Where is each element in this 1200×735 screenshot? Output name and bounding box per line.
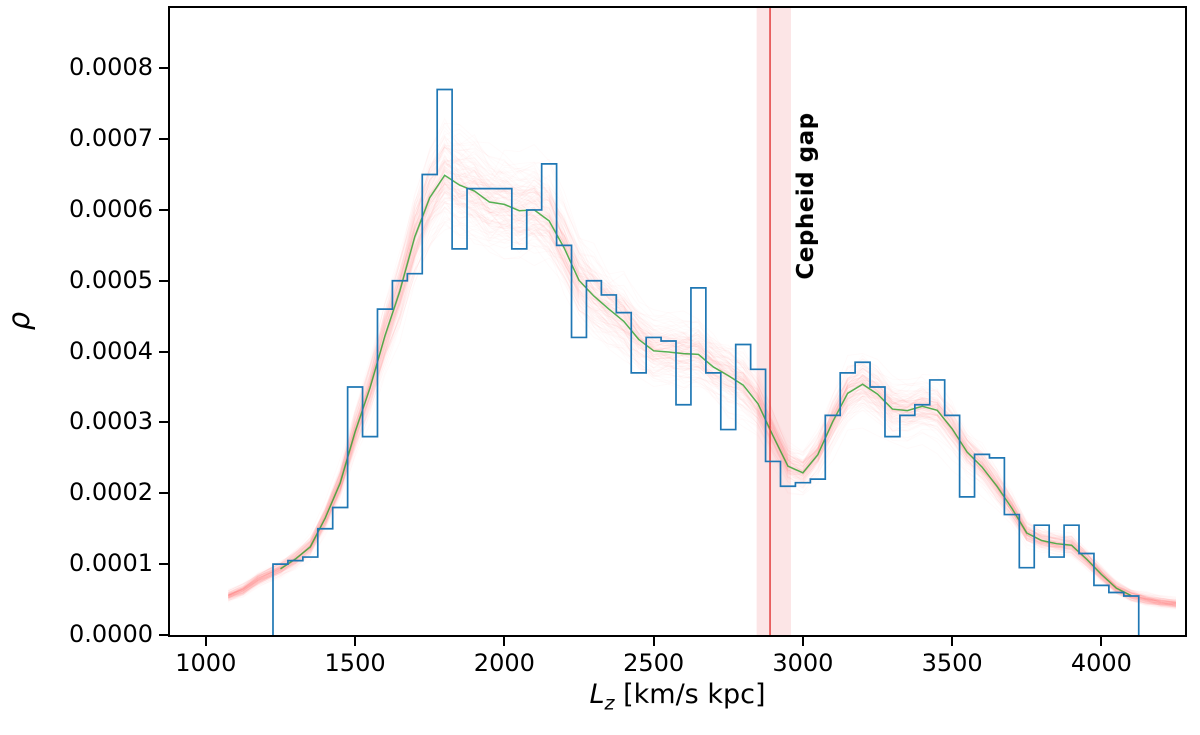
x-tick-mark xyxy=(801,637,804,646)
annotation-cepheid-gap: Cepheid gap xyxy=(792,112,819,280)
y-tick-mark xyxy=(159,279,168,282)
y-tick-mark xyxy=(159,634,168,636)
x-tick-label: 1500 xyxy=(324,649,386,677)
x-tick-label: 4000 xyxy=(1070,649,1132,677)
x-tick-mark xyxy=(652,637,655,646)
y-tick-label: 0.0000 xyxy=(69,620,153,648)
x-tick-mark xyxy=(204,637,207,646)
x-tick-label: 3000 xyxy=(772,649,834,677)
x-tick-mark xyxy=(1100,637,1103,646)
x-tick-mark xyxy=(951,637,954,646)
plot-area: Cepheid gap xyxy=(168,6,1187,637)
y-tick-mark xyxy=(159,563,168,566)
x-tick-mark xyxy=(503,637,506,646)
y-tick-mark xyxy=(159,350,168,353)
x-tick-mark xyxy=(354,637,357,646)
y-tick-mark xyxy=(159,492,168,495)
y-tick-label: 0.0002 xyxy=(69,478,153,507)
x-axis-label-units: [km/s kpc] xyxy=(614,679,766,710)
y-tick-label: 0.0001 xyxy=(69,549,153,578)
x-tick-label: 1000 xyxy=(175,649,237,677)
y-tick-label: 0.0003 xyxy=(69,407,153,436)
y-axis-label: ρ xyxy=(2,311,37,331)
y-tick-label: 0.0008 xyxy=(69,53,153,82)
y-tick-mark xyxy=(159,208,168,211)
x-tick-label: 2500 xyxy=(623,649,685,677)
y-tick-label: 0.0005 xyxy=(69,265,153,294)
x-axis-label: Lz [km/s kpc] xyxy=(170,679,1185,714)
y-tick-mark xyxy=(159,67,168,70)
chart-canvas xyxy=(170,8,1185,635)
x-tick-label: 3500 xyxy=(921,649,983,677)
y-tick-mark xyxy=(159,421,168,424)
x-axis-label-symbol: L xyxy=(589,679,605,710)
y-tick-mark xyxy=(159,138,168,141)
x-axis-label-subscript: z xyxy=(604,692,615,715)
y-tick-label: 0.0007 xyxy=(69,124,153,153)
y-tick-label: 0.0004 xyxy=(69,336,153,365)
y-tick-label: 0.0006 xyxy=(69,194,153,223)
x-tick-label: 2000 xyxy=(473,649,535,677)
